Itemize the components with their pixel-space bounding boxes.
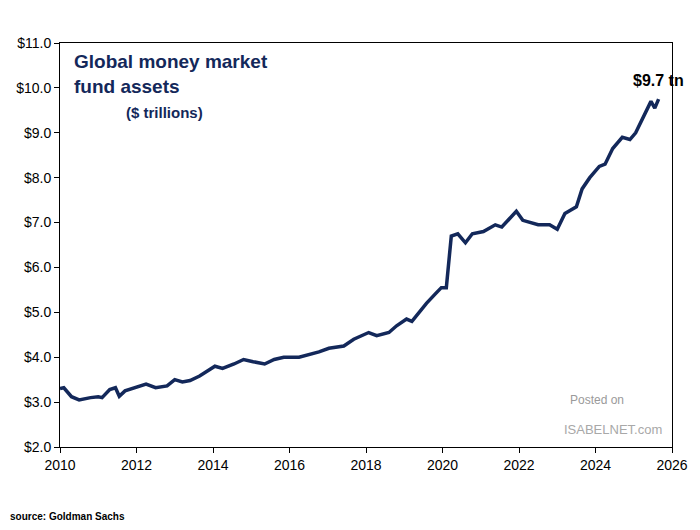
svg-text:$10.0: $10.0	[16, 80, 51, 96]
svg-text:source: Goldman Sachs: source: Goldman Sachs	[10, 511, 125, 522]
svg-text:2024: 2024	[580, 457, 611, 473]
svg-text:2012: 2012	[121, 457, 152, 473]
svg-text:2018: 2018	[350, 457, 381, 473]
svg-text:$9.7 tn: $9.7 tn	[633, 72, 684, 89]
svg-text:$8.0: $8.0	[24, 170, 51, 186]
svg-text:$2.0: $2.0	[24, 439, 51, 455]
svg-text:2022: 2022	[503, 457, 534, 473]
svg-text:($ trillions): ($ trillions)	[126, 104, 203, 121]
svg-text:$7.0: $7.0	[24, 214, 51, 230]
svg-text:Posted on: Posted on	[570, 393, 624, 407]
svg-text:$4.0: $4.0	[24, 349, 51, 365]
svg-text:2020: 2020	[427, 457, 458, 473]
svg-text:2026: 2026	[656, 457, 687, 473]
svg-text:Global money marketfund assets: Global money marketfund assets	[74, 51, 268, 97]
svg-text:$5.0: $5.0	[24, 304, 51, 320]
svg-text:2016: 2016	[274, 457, 305, 473]
svg-text:$11.0: $11.0	[17, 35, 51, 51]
svg-text:$9.0: $9.0	[24, 125, 51, 141]
svg-text:2010: 2010	[44, 457, 75, 473]
svg-text:ISABELNET.com: ISABELNET.com	[564, 422, 662, 437]
svg-text:$3.0: $3.0	[24, 394, 51, 410]
svg-text:2014: 2014	[197, 457, 228, 473]
svg-text:$6.0: $6.0	[24, 259, 51, 275]
